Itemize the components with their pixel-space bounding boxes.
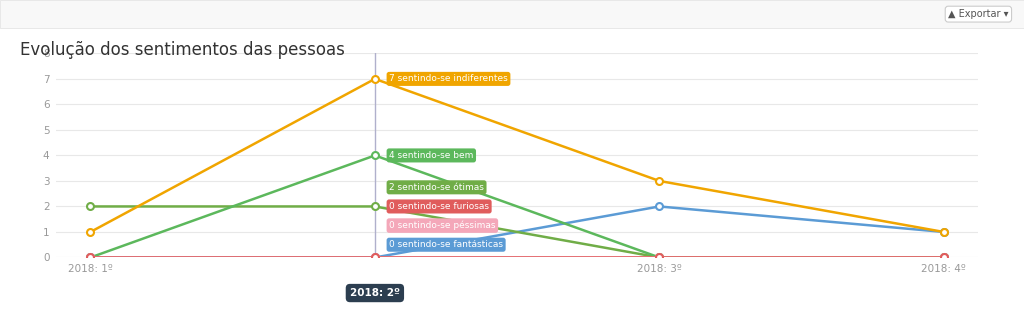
Text: 0 sentindo-se fantásticas: 0 sentindo-se fantásticas [389,240,503,249]
Text: 2 sentindo-se ótimas: 2 sentindo-se ótimas [389,183,484,192]
Text: 2018: 2º: 2018: 2º [350,288,400,298]
Text: 4 sentindo-se bem: 4 sentindo-se bem [389,151,473,160]
Text: 7 sentindo-se indiferentes: 7 sentindo-se indiferentes [389,74,508,84]
Text: Evolução dos sentimentos das pessoas: Evolução dos sentimentos das pessoas [20,41,345,59]
FancyBboxPatch shape [0,0,1024,28]
Text: 0 sentindo-se furiosas: 0 sentindo-se furiosas [389,202,489,211]
Text: ▲ Exportar ▾: ▲ Exportar ▾ [948,9,1009,19]
Text: 0 sentindo-se péssimas: 0 sentindo-se péssimas [389,221,496,230]
